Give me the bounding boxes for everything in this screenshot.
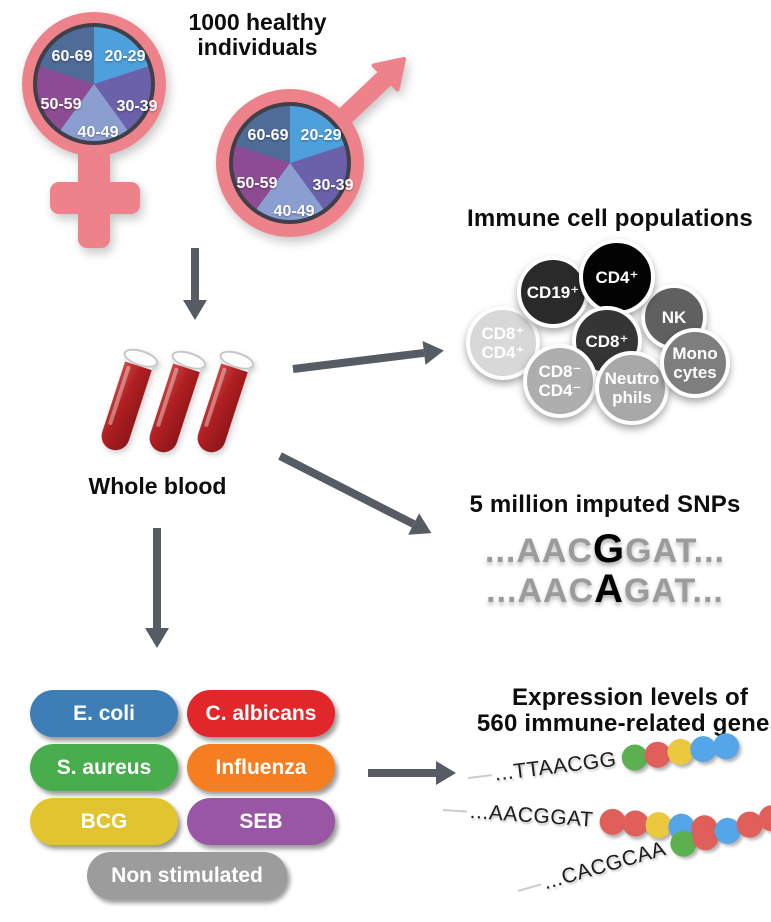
study-size-title: 1000 healthy individuals bbox=[150, 10, 365, 60]
down-arrow-icon bbox=[191, 248, 199, 300]
expression-title-line1: Expression levels of bbox=[511, 684, 749, 711]
snp-variant-letter: A bbox=[594, 567, 625, 611]
snp-sequence-row: ...AACAGAT... bbox=[430, 568, 771, 612]
gene-sequence: ...TTAACGG bbox=[493, 747, 618, 786]
stimulus-pill-nonstimulated: Non stimulated bbox=[87, 852, 287, 899]
stimulus-label: SEB bbox=[239, 809, 283, 833]
cell-label: CD8⁺ bbox=[481, 324, 525, 343]
snp-title: 5 million imputed SNPs bbox=[469, 491, 741, 518]
cell-label: Neutro bbox=[604, 369, 660, 388]
cell-circle-cd19pos: CD19⁺ bbox=[517, 256, 589, 328]
blood-tubes bbox=[95, 340, 285, 470]
gene-sequence: ...AACGGAT bbox=[469, 799, 595, 832]
gene-sequence: ...CACGCAA bbox=[540, 837, 669, 895]
female-symbol: 20-29 30-39 40-49 50-59 60-69 bbox=[20, 10, 190, 255]
male-age-pie: 20-29 30-39 40-49 50-59 60-69 bbox=[229, 102, 354, 224]
immune-cells-title: Immune cell populations bbox=[467, 205, 753, 232]
snp-seq-post: GAT... bbox=[624, 572, 724, 610]
pie-label-50-59: 50-59 bbox=[40, 96, 82, 113]
cell-circle-neutrophils: Neutro phils bbox=[595, 351, 669, 425]
cell-label: Mono bbox=[672, 344, 718, 363]
expression-title-line2: 560 immune-related genes bbox=[476, 710, 771, 737]
stimulus-label: S. aureus bbox=[56, 755, 152, 779]
expression-dot bbox=[712, 731, 741, 761]
strand-line bbox=[467, 774, 492, 779]
stimulus-pill-influenza: Influenza bbox=[187, 744, 335, 791]
pie-label-40-49: 40-49 bbox=[77, 124, 119, 141]
right-arrow-to-cells-icon bbox=[292, 348, 425, 373]
cell-label: CD4⁺ bbox=[595, 267, 639, 287]
cell-circle-cd8pos-cd4pos: CD8⁺ CD4⁺ bbox=[466, 306, 540, 380]
strand-line bbox=[517, 883, 542, 892]
stimulus-label: BCG bbox=[80, 809, 128, 833]
pie-label-60-69: 60-69 bbox=[51, 48, 93, 65]
stimulus-pill-ecoli: E. coli bbox=[30, 690, 178, 737]
pie-label-30-39: 30-39 bbox=[312, 177, 354, 194]
stimulus-label: Influenza bbox=[215, 755, 307, 779]
cell-label: cytes bbox=[673, 363, 717, 382]
stimulus-pill-bcg: BCG bbox=[30, 798, 178, 845]
expression-title: Expression levels of 560 immune-related … bbox=[450, 685, 771, 737]
cell-label: CD19⁺ bbox=[526, 282, 580, 302]
pie-label-20-29: 20-29 bbox=[104, 48, 146, 65]
snp-variant-letter: G bbox=[593, 527, 626, 571]
cell-label: CD4⁺ bbox=[481, 343, 525, 362]
study-size-line2: individuals bbox=[197, 34, 318, 60]
cell-label: NK bbox=[661, 307, 687, 327]
strand-line bbox=[442, 809, 468, 813]
snp-seq-pre: ...AAC bbox=[485, 532, 594, 570]
whole-blood-label: Whole blood bbox=[88, 473, 227, 499]
cell-label: CD8⁻ bbox=[538, 362, 582, 381]
stimulus-pill-seb: SEB bbox=[187, 798, 335, 845]
cell-circle-cd4pos: CD4⁺ bbox=[579, 239, 655, 315]
stimulus-pill-saureus: S. aureus bbox=[30, 744, 178, 791]
pie-label-50-59: 50-59 bbox=[236, 175, 278, 192]
pie-label-30-39: 30-39 bbox=[116, 98, 158, 115]
gene-row: ...TTAACGG bbox=[466, 731, 741, 791]
stimulus-pill-calbicans: C. albicans bbox=[187, 690, 335, 737]
female-age-pie: 20-29 30-39 40-49 50-59 60-69 bbox=[33, 23, 158, 145]
pie-label-60-69: 60-69 bbox=[247, 127, 289, 144]
cell-circle-monocytes: Mono cytes bbox=[660, 328, 730, 398]
stimulus-label: Non stimulated bbox=[111, 863, 263, 887]
pie-label-20-29: 20-29 bbox=[300, 127, 342, 144]
cell-circle-cd8neg-cd4neg: CD8⁻ CD4⁻ bbox=[523, 344, 597, 418]
pie-label-40-49: 40-49 bbox=[273, 203, 315, 220]
diagonal-arrow-to-snps-icon bbox=[278, 452, 416, 528]
female-symbol-crossbar bbox=[50, 182, 140, 214]
cell-label: CD4⁻ bbox=[538, 381, 582, 400]
snp-sequence-row: ...AACGGAT... bbox=[430, 528, 771, 572]
cell-label: CD8⁺ bbox=[585, 331, 629, 351]
male-arrow-icon bbox=[336, 57, 406, 125]
cell-label: phils bbox=[612, 388, 652, 407]
snp-seq-post: GAT... bbox=[625, 532, 725, 570]
down-arrow-to-stimuli-icon bbox=[153, 528, 161, 628]
male-symbol: 20-29 30-39 40-49 50-59 60-69 bbox=[214, 43, 414, 258]
right-arrow-to-expression-icon bbox=[368, 769, 436, 777]
snp-seq-pre: ...AAC bbox=[486, 572, 595, 610]
stimulus-label: E. coli bbox=[73, 701, 135, 725]
study-size-line1: 1000 healthy bbox=[188, 9, 327, 35]
stimulus-label: C. albicans bbox=[205, 701, 317, 725]
